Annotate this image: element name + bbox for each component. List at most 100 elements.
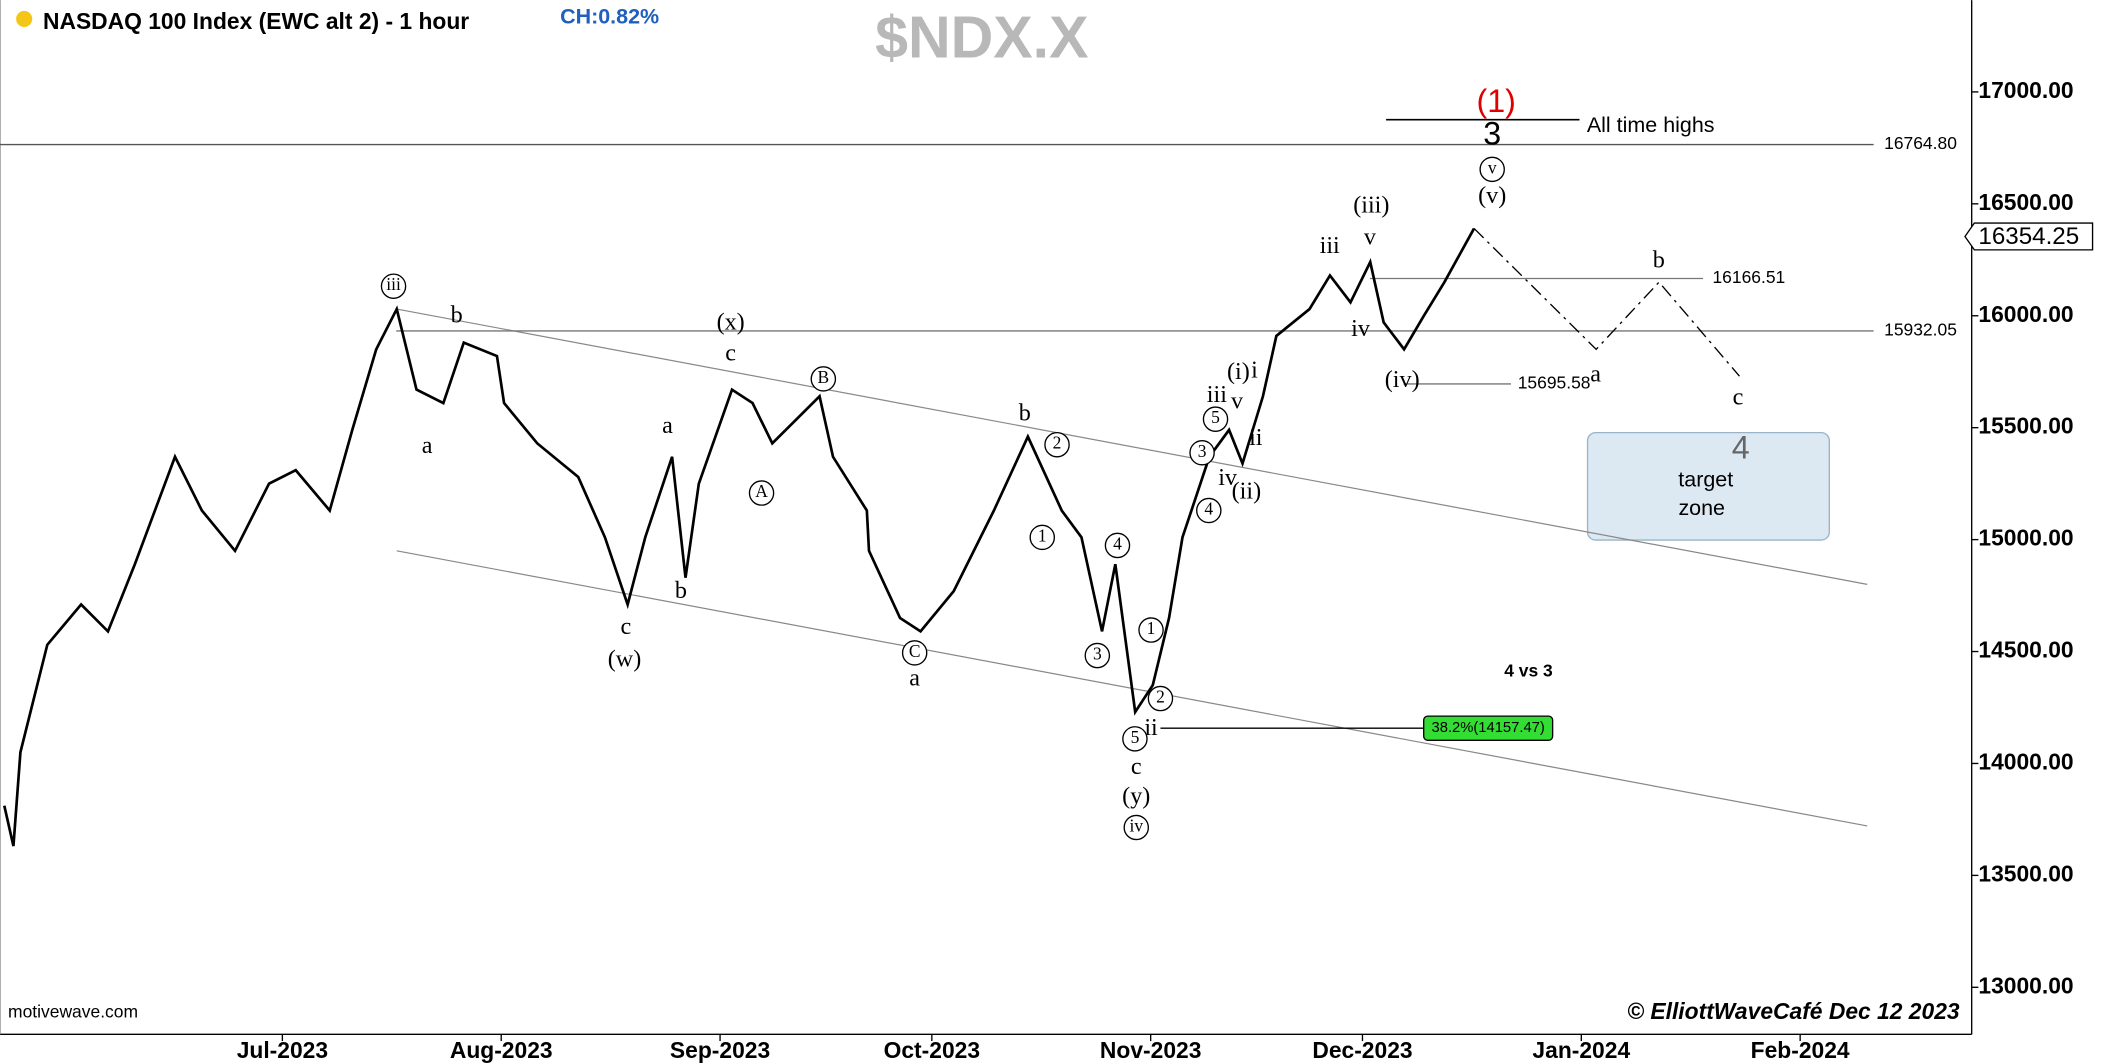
wave-circle [1202, 406, 1229, 432]
credit: © ElliottWaveCafé Dec 12 2023 [1627, 998, 1960, 1024]
wave-label: c [1131, 753, 1142, 780]
wave-label: ii [1249, 424, 1263, 451]
wave-label: (iii) [1353, 192, 1389, 219]
change: CH:0.82% [560, 4, 659, 28]
wave-label: target [1678, 468, 1733, 492]
wave-circle [1084, 642, 1111, 669]
price-line [2, 227, 1476, 847]
wave-label: (iv) [1385, 366, 1420, 393]
wave-label: 4 [1732, 430, 1750, 466]
wave-label: v [1231, 388, 1244, 415]
wave-label: ii [1144, 714, 1158, 741]
wave-label: A [755, 481, 768, 501]
target-zone [1586, 431, 1830, 541]
wave-label: B [817, 367, 829, 387]
wave-circle [1044, 431, 1070, 458]
wave-circle [810, 366, 837, 392]
x-tick-label: Jan-2024 [1532, 1037, 1630, 1063]
level-label: 16764.80 [1884, 133, 1957, 153]
x-tick-label: Sep-2023 [670, 1037, 770, 1063]
wave-label: b [675, 577, 687, 604]
wave-circle [380, 273, 407, 299]
fib-label: 38.2%(14157.47) [1432, 720, 1545, 736]
wave-circle [1029, 524, 1056, 551]
price-label: 16354.25 [1978, 223, 2079, 250]
wave-label: 3 [1483, 115, 1501, 151]
level-label: 16166.51 [1712, 267, 1785, 287]
wave-label: 4 [1113, 533, 1122, 553]
wave-label: (v) [1478, 182, 1506, 209]
y-tick-label: 15500.00 [1978, 413, 2073, 439]
wave-label: c [725, 339, 736, 366]
wave-label: a [1590, 361, 1601, 388]
wave-label: v [1488, 157, 1497, 177]
y-tick-label: 16500.00 [1978, 189, 2073, 215]
wave-label: b [451, 302, 463, 329]
wave-label: a [662, 412, 673, 439]
wave-label: 2 [1156, 687, 1165, 707]
wave-label: iii [1320, 232, 1340, 259]
y-tick-label: 13500.00 [1978, 860, 2073, 886]
wave-label: iv [1218, 464, 1238, 491]
x-tick-label: Dec-2023 [1312, 1037, 1412, 1063]
wave-label: b [1019, 400, 1031, 427]
price-box [1964, 222, 2094, 251]
wave-label: iii [1207, 381, 1227, 408]
y-tick-label: 14000.00 [1978, 748, 2073, 774]
wave-circle [1196, 497, 1222, 524]
wave-circle [1147, 685, 1174, 712]
wave-circle [1123, 814, 1150, 841]
wave-label: (y) [1122, 782, 1150, 809]
wave-label: v [1364, 224, 1377, 251]
wave-label: 5 [1211, 407, 1220, 427]
wave-label: 4 vs 3 [1504, 660, 1553, 680]
wave-circle [1104, 532, 1131, 559]
wave-label: (x) [717, 308, 745, 335]
wave-label: a [422, 432, 433, 459]
channel-line [396, 308, 1868, 585]
y-tick-label: 16000.00 [1978, 301, 2073, 327]
wave-circle [748, 480, 775, 506]
wave-label: (w) [608, 645, 642, 672]
price-line [1473, 227, 1740, 377]
wave-circle [1138, 617, 1164, 643]
wave-label: i [1251, 357, 1258, 384]
y-tick-label: 15000.00 [1978, 525, 2073, 551]
wave-label: iii [386, 274, 401, 294]
x-tick-label: Oct-2023 [884, 1037, 980, 1063]
wave-label: All time highs [1587, 113, 1715, 137]
x-tick-label: Feb-2024 [1751, 1037, 1850, 1063]
wave-label: 3 [1198, 441, 1207, 461]
y-tick-label: 13000.00 [1978, 972, 2073, 998]
wave-label: c [1733, 384, 1744, 411]
wave-label: iv [1351, 315, 1371, 342]
fib-box [1423, 715, 1554, 741]
wave-label: (1) [1477, 83, 1516, 119]
level-label: 15932.05 [1884, 320, 1957, 340]
wave-circle [901, 640, 928, 666]
wave-label: C [909, 641, 921, 661]
level-label: 15695.58 [1518, 373, 1591, 393]
wave-label: 5 [1131, 727, 1140, 747]
wave-circle [1122, 726, 1148, 752]
y-tick-label: 17000.00 [1978, 77, 2073, 103]
wave-label: 3 [1093, 644, 1102, 664]
wave-label: zone [1678, 496, 1725, 520]
x-tick-label: Nov-2023 [1100, 1037, 1202, 1063]
wave-label: 2 [1053, 433, 1062, 453]
wave-label: (i) [1227, 358, 1250, 385]
wave-label: b [1653, 247, 1665, 274]
wave-label: (ii) [1232, 478, 1262, 505]
wave-label: iv [1129, 815, 1143, 835]
symbol: $NDX.X [875, 4, 1088, 70]
wave-label: a [909, 664, 920, 691]
wave-label: c [621, 613, 632, 640]
x-tick-label: Aug-2023 [450, 1037, 553, 1063]
status-dot [16, 10, 33, 27]
wave-label: 4 [1204, 499, 1213, 519]
wave-circle [1479, 156, 1505, 183]
wave-label: 1 [1147, 618, 1156, 638]
wave-label: 1 [1038, 525, 1047, 545]
